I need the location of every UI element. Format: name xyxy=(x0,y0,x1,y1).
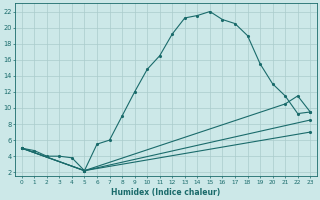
X-axis label: Humidex (Indice chaleur): Humidex (Indice chaleur) xyxy=(111,188,220,197)
